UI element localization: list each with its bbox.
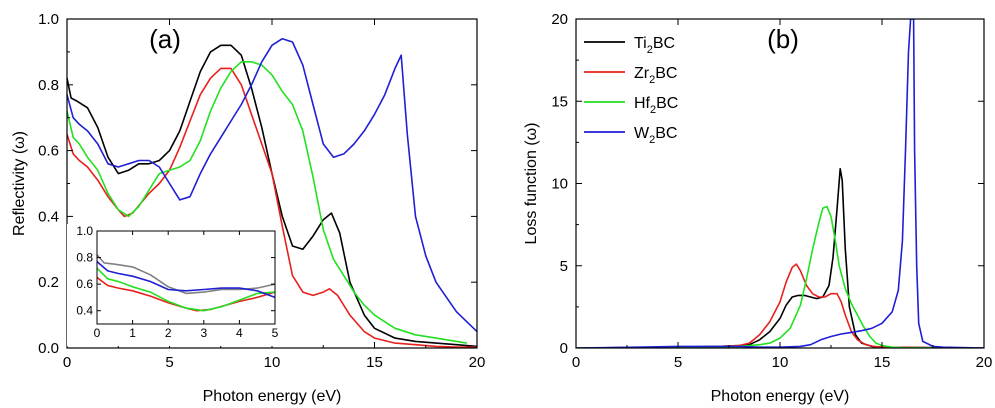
inset-x-tick-label: 1 <box>129 326 136 340</box>
legend-entry-element: Ti <box>634 35 647 52</box>
panel-a-x-tick-label: 15 <box>366 354 383 371</box>
panel-a-series-line-2 <box>66 60 467 344</box>
inset-y-tick-label: 1.0 <box>76 224 93 238</box>
inset-series-line-2 <box>96 267 276 312</box>
panel-a-x-tick-label: 0 <box>63 354 71 371</box>
inset-background <box>67 224 280 346</box>
legend-entry-0: Ti2BC <box>634 35 675 56</box>
panel-b-y-tick-label: 20 <box>551 11 568 28</box>
panel-a-y-tick-label: 0.6 <box>38 143 59 160</box>
panel-b-label: (b) <box>767 24 799 54</box>
panel-b-series-line-1 <box>576 263 984 348</box>
panel-a-reflectivity: 0 5 10 15 200.00.20.40.60.81.0 Photon energy… <box>11 11 485 405</box>
panel-b-y-tick-label: 0 <box>560 340 568 357</box>
panel-a-y-tick-label: 0.4 <box>38 208 59 225</box>
legend-entry-subscript: 2 <box>649 74 655 86</box>
inset-x-tick-label: 0 <box>94 326 101 340</box>
inset-axes: 0 1 2 3 4 5 0.4 0.6 0.8 1.0 <box>76 224 278 340</box>
inset-x-tick-label: 2 <box>165 326 172 340</box>
panel-b-series <box>576 19 984 348</box>
panel-a-series <box>66 37 478 349</box>
legend-entry-element: W <box>634 125 650 142</box>
panel-b-series-line-2 <box>576 205 984 348</box>
panel-b-y-axis-label: Loss function (ω) <box>523 123 540 245</box>
panel-b-series-line-0 <box>576 167 984 348</box>
legend-entry-element: Hf <box>634 95 651 112</box>
legend-entry-subscript: 2 <box>649 134 655 146</box>
legend-entry-rest: BC <box>653 35 675 52</box>
panel-b-x-axis-label: Photon energy (eV) <box>711 388 850 405</box>
panel-a-series-line-3 <box>66 37 478 333</box>
panel-a-x-tick-label: 5 <box>165 354 173 371</box>
inset-series <box>96 254 276 312</box>
panel-b-x-tick-label: 20 <box>976 354 993 371</box>
panel-a-x-tick-label: 20 <box>469 354 486 371</box>
panel-b-x-tick-label: 5 <box>674 354 682 371</box>
panel-b-axes: 0 5 10 15 20 0 5 10 15 20 <box>551 11 992 371</box>
inset-y-tick-label: 0.6 <box>76 277 93 291</box>
inset-x-tick-label: 5 <box>272 326 279 340</box>
inset-series-line-3 <box>96 260 276 299</box>
inset-plot-frame <box>96 230 276 325</box>
panel-a-y-tick-label: 0.8 <box>38 77 59 94</box>
panel-a-y-axis-label: Reflectivity (ω) <box>11 131 28 236</box>
legend-entry-element: Zr <box>634 65 650 82</box>
inset-y-tick-label: 0.4 <box>76 304 93 318</box>
panel-b-x-tick-label: 10 <box>772 354 789 371</box>
legend-entry-subscript: 2 <box>650 104 656 116</box>
panel-b-x-tick-label: 15 <box>874 354 891 371</box>
legend-entry-rest: BC <box>655 65 677 82</box>
panel-b-x-tick-label: 0 <box>572 354 580 371</box>
panel-a-y-tick-label: 0.0 <box>38 340 59 357</box>
legend-entry-1: Zr2BC <box>634 65 677 86</box>
panel-b-y-tick-label: 10 <box>551 176 568 193</box>
panel-a-label: (a) <box>149 24 181 54</box>
panel-a-x-axis-label: Photon energy (eV) <box>203 388 342 405</box>
panel-a-series-line-0 <box>66 44 478 348</box>
panel-a-y-tick-label: 0.2 <box>38 274 59 291</box>
inset-y-tick-label: 0.8 <box>76 251 93 265</box>
panel-a-y-tick-label: 1.0 <box>38 11 59 28</box>
panel-b-y-tick-label: 15 <box>551 93 568 110</box>
legend-entry-subscript: 2 <box>647 44 653 56</box>
inset-x-tick-label: 3 <box>200 326 207 340</box>
legend-entry-3: W2BC <box>634 125 677 146</box>
legend-entry-rest: BC <box>655 125 677 142</box>
panel-a-inset: 0 1 2 3 4 5 0.4 0.6 0.8 1.0 <box>67 224 280 346</box>
legend-entry-rest: BC <box>656 95 678 112</box>
panel-b-series-line-3 <box>576 19 984 348</box>
panel-b-loss-function: 0 5 10 15 20 0 5 10 15 20 Photon energy (eV) Loss… <box>523 11 992 405</box>
panel-a-x-tick-label: 10 <box>264 354 281 371</box>
inset-x-tick-label: 4 <box>236 326 243 340</box>
legend-entry-2: Hf2BC <box>634 95 678 116</box>
panel-b-y-tick-label: 5 <box>560 258 568 275</box>
